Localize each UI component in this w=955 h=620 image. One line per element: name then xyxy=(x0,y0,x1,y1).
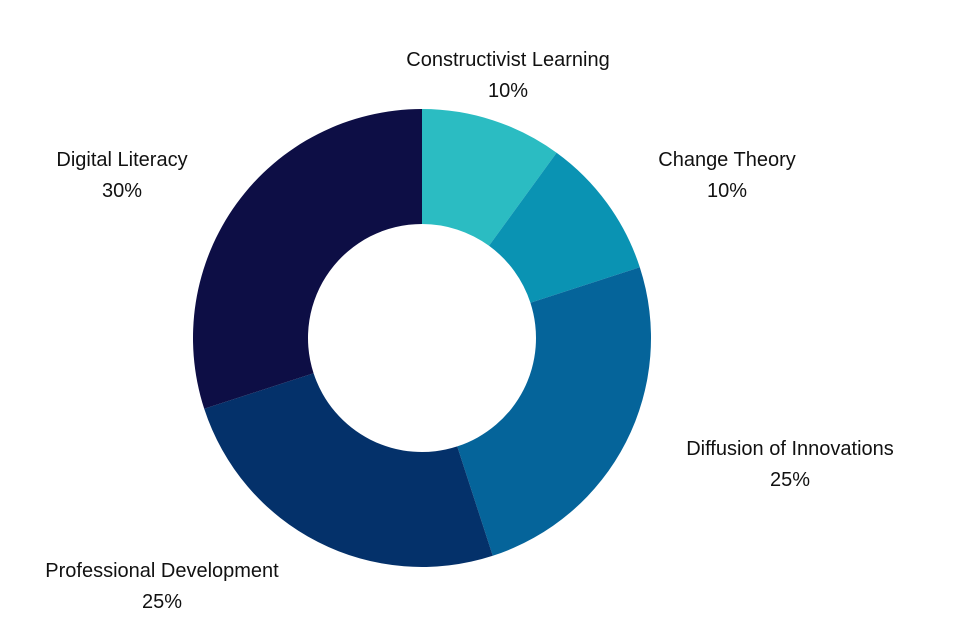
slice-label-name: Professional Development xyxy=(45,560,279,582)
slice-label-name: Digital Literacy xyxy=(56,149,187,171)
slice-label-value: 25% xyxy=(142,591,182,613)
slice-label-value: 25% xyxy=(770,469,810,491)
slice-label-value: 30% xyxy=(102,180,142,202)
slice-label-value: 10% xyxy=(707,180,747,202)
donut-slices xyxy=(192,109,651,567)
slice-label-name: Constructivist Learning xyxy=(406,49,609,71)
donut-slice-1 xyxy=(422,109,557,246)
donut-slice-4 xyxy=(204,373,493,567)
slice-label-name: Diffusion of Innovations xyxy=(686,438,894,460)
slice-label-name: Change Theory xyxy=(658,149,796,171)
slice-labels: Constructivist Learning 10% Change Theory 1… xyxy=(45,49,894,613)
donut-slice-2 xyxy=(489,152,640,303)
donut-slice-3 xyxy=(457,267,651,556)
slice-label-value: 10% xyxy=(488,80,528,102)
donut-slice-5 xyxy=(192,109,422,409)
